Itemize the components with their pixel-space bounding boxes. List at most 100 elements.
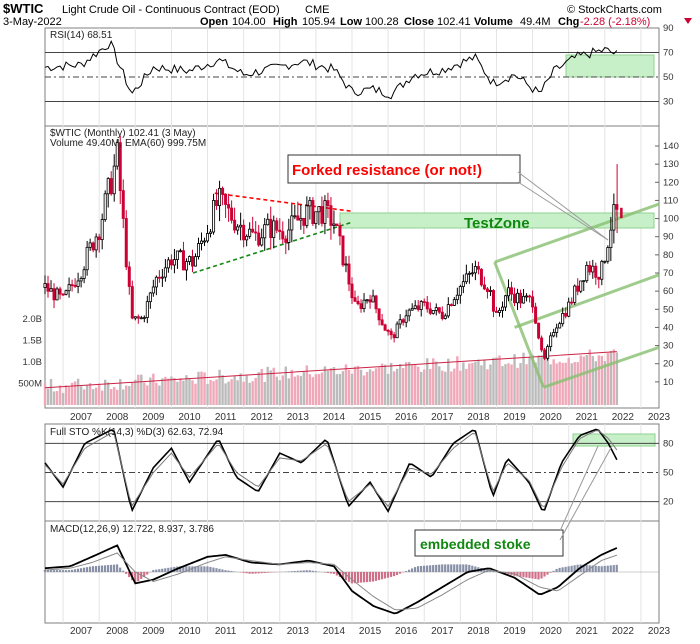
candle-body-139: [462, 282, 464, 287]
volume-bar-173: [564, 363, 566, 405]
volume-bar-105: [360, 370, 362, 405]
macd-hist-bar-39: [161, 569, 163, 572]
macd-hist-bar-34: [146, 572, 148, 575]
volume-bar-90: [315, 374, 317, 405]
volume-bar-112: [381, 364, 383, 405]
volume-bar-128: [429, 369, 431, 405]
year-label-top-2019: 2019: [503, 412, 526, 423]
macd-hist-bar-6: [62, 570, 64, 572]
macd-hist-bar-168: [549, 572, 551, 573]
macd-hist-bar-69: [251, 572, 253, 574]
candle-body-38: [158, 277, 160, 278]
year-label-bottom-2018: 2018: [467, 626, 490, 637]
volume-bar-110: [375, 368, 377, 405]
macd-hist-bar-56: [212, 568, 214, 572]
volume-bar-61: [227, 382, 229, 405]
macd-hist-bar-14: [86, 567, 88, 572]
macd-hist-bar-11: [77, 569, 79, 572]
candle-body-96: [333, 224, 335, 225]
macd-hist-bar-172: [561, 567, 563, 572]
volume-bar-26: [122, 389, 124, 405]
volume-bar-57: [215, 379, 217, 405]
macd-hist-bar-174: [568, 566, 570, 572]
volume-bar-21: [107, 382, 109, 405]
candle-body-118: [399, 320, 401, 324]
year-label-top-2020: 2020: [540, 412, 563, 423]
macd-hist-bar-62: [230, 571, 232, 572]
macd-hist-bar-89: [312, 571, 314, 572]
low-label: Low: [340, 16, 362, 28]
candle-body-11: [77, 281, 79, 287]
macd-hist-bar-165: [540, 572, 542, 578]
candle-body-3: [53, 289, 55, 300]
volume-bar-147: [486, 369, 488, 405]
candle-body-117: [396, 324, 398, 338]
candle-body-90: [315, 212, 317, 224]
macd-hist-bar-23: [113, 565, 115, 572]
macd-hist-bar-58: [218, 569, 220, 572]
year-label-top-2010: 2010: [178, 412, 201, 423]
macd-hist-bar-59: [221, 569, 223, 572]
candle-body-169: [553, 333, 555, 336]
candle-body-40: [164, 268, 166, 277]
volume-value: 49.4M: [520, 16, 551, 28]
volume-bar-8: [68, 387, 70, 405]
macd-hist-bar-126: [423, 566, 425, 572]
volume-bar-64: [236, 380, 238, 405]
candle-body-2: [50, 289, 52, 292]
price-tick-120: 120: [663, 177, 679, 188]
volume-ema-label: Volume 49.40M, EMA(60) 999.75M: [50, 138, 206, 149]
candle-body-172: [562, 313, 564, 323]
volume-bar-178: [580, 355, 582, 405]
volume-bar-174: [568, 358, 570, 405]
macd-hist-bar-68: [248, 572, 250, 574]
volume-bar-139: [462, 362, 464, 405]
volume-bar-135: [450, 371, 452, 405]
macd-hist-bar-60: [224, 570, 226, 572]
volume-bar-176: [574, 362, 576, 405]
chart-exchange: CME: [305, 4, 329, 16]
candle-body-168: [550, 336, 552, 347]
candle-body-140: [465, 274, 467, 282]
candle-body-174: [568, 302, 570, 316]
candle-body-69: [252, 229, 254, 232]
candle-body-165: [541, 338, 543, 350]
macd-hist-bar-129: [432, 565, 434, 572]
close-value: 102.41: [437, 16, 471, 28]
macd-hist-bar-113: [384, 572, 386, 578]
macd-hist-bar-15: [89, 567, 91, 572]
macd-hist-bar-5: [59, 570, 61, 572]
candle-body-0: [44, 284, 46, 288]
volume-bar-46: [182, 381, 184, 405]
macd-hist-bar-38: [158, 569, 160, 572]
candle-body-45: [179, 251, 181, 252]
macd-hist-bar-118: [399, 572, 401, 574]
candle-body-160: [525, 296, 527, 297]
candle-body-189: [613, 205, 615, 231]
volume-bar-23: [113, 387, 115, 405]
candle-body-7: [65, 291, 67, 295]
testzone-label: TestZone: [464, 215, 530, 232]
candle-body-144: [477, 266, 479, 269]
candle-body-36: [152, 287, 154, 293]
candle-body-35: [149, 293, 151, 302]
candle-body-100: [345, 264, 347, 265]
volume-bar-0: [44, 383, 46, 405]
candle-body-143: [474, 266, 476, 272]
volume-bar-126: [423, 369, 425, 405]
candle-body-70: [255, 232, 257, 233]
macd-hist-bar-185: [601, 566, 603, 572]
candle-body-126: [423, 302, 425, 303]
macd-hist-bar-127: [426, 566, 428, 572]
macd-hist-bar-109: [372, 572, 374, 582]
macd-hist-bar-52: [200, 566, 202, 572]
macd-hist-bar-107: [366, 572, 368, 582]
volume-bar-33: [143, 383, 145, 405]
candle-body-93: [324, 201, 326, 224]
volume-bar-101: [348, 370, 350, 405]
candle-body-125: [420, 302, 422, 310]
volume-bar-106: [363, 375, 365, 405]
